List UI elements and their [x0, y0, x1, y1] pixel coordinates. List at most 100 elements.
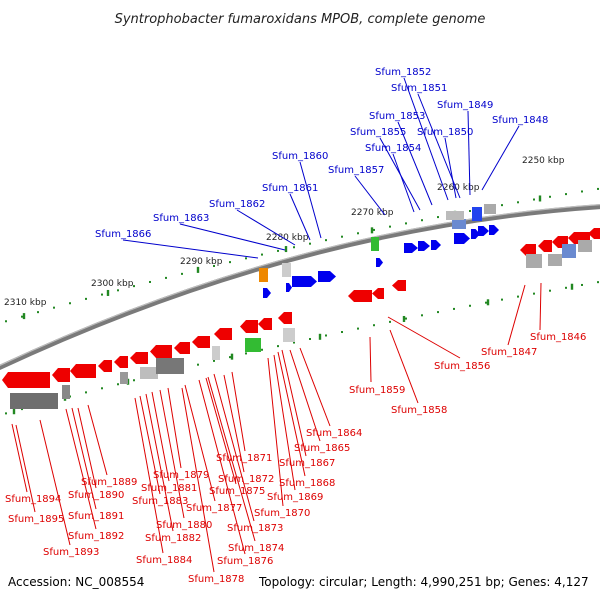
minus-gene-arrow[interactable]: [150, 345, 172, 358]
tick-label-2270: 2270 kbp: [351, 208, 394, 218]
gene-label-sfum-1856[interactable]: Sfum_1856: [434, 361, 490, 372]
minus-gene-arrow[interactable]: [114, 356, 128, 368]
gene-label-sfum-1869[interactable]: Sfum_1869: [267, 492, 323, 503]
minus-gene-arrow[interactable]: [348, 290, 372, 302]
gene-label-sfum-1867[interactable]: Sfum_1867: [279, 458, 335, 469]
gene-label-sfum-1872[interactable]: Sfum_1872: [218, 474, 274, 485]
tick-dot: [133, 285, 135, 288]
leader-line: [71, 407, 97, 510]
gene-label-sfum-1882[interactable]: Sfum_1882: [145, 533, 201, 544]
gene-label-sfum-1892[interactable]: Sfum_1892: [68, 531, 124, 542]
minus-gene-arrow[interactable]: [372, 288, 384, 299]
gene-label-sfum-1884[interactable]: Sfum_1884: [136, 555, 192, 566]
gene-label-sfum-1854[interactable]: Sfum_1854: [365, 143, 421, 154]
gene-label-sfum-1849[interactable]: Sfum_1849: [437, 100, 493, 111]
tick-dot: [229, 356, 231, 359]
gene-label-sfum-1858[interactable]: Sfum_1858: [391, 405, 447, 416]
minus-gene-box: [156, 358, 184, 374]
gene-label-sfum-1894[interactable]: Sfum_1894: [5, 494, 61, 505]
gene-label-sfum-1863[interactable]: Sfum_1863: [153, 213, 209, 224]
tick-dot: [437, 311, 439, 314]
minus-gene-arrow[interactable]: [538, 240, 552, 252]
gene-label-sfum-1862[interactable]: Sfum_1862: [209, 199, 265, 210]
tick-dot: [341, 331, 343, 334]
tick-dot: [405, 222, 407, 225]
plus-gene-arrow[interactable]: [376, 258, 383, 267]
minus-gene-arrow[interactable]: [214, 328, 232, 340]
gene-label-sfum-1865[interactable]: Sfum_1865: [294, 443, 350, 454]
gene-label-sfum-1883[interactable]: Sfum_1883: [132, 496, 188, 507]
gene-label-sfum-1850[interactable]: Sfum_1850: [417, 127, 473, 138]
gene-label-sfum-1879[interactable]: Sfum_1879: [153, 470, 209, 481]
tick-dot: [357, 232, 359, 235]
gene-label-sfum-1852[interactable]: Sfum_1852: [375, 67, 431, 78]
plus-gene-arrow[interactable]: [318, 271, 336, 282]
gene-label-sfum-1889[interactable]: Sfum_1889: [81, 477, 137, 488]
minus-gene-arrow[interactable]: [258, 318, 272, 330]
minus-gene-arrow[interactable]: [392, 280, 406, 291]
gene-label-sfum-1873[interactable]: Sfum_1873: [227, 523, 283, 534]
minus-gene-arrow[interactable]: [278, 312, 292, 324]
gene-label-sfum-1895[interactable]: Sfum_1895: [8, 514, 64, 525]
minus-gene-arrow[interactable]: [98, 360, 112, 372]
major-tick: [196, 266, 200, 273]
plus-gene-arrow[interactable]: [431, 240, 441, 250]
tick-dot: [565, 286, 567, 289]
tick-label-2250: 2250 kbp: [522, 156, 565, 166]
leader-line: [403, 77, 449, 201]
gene-label-sfum-1875[interactable]: Sfum_1875: [209, 486, 265, 497]
gene-label-sfum-1868[interactable]: Sfum_1868: [279, 478, 335, 489]
tick-dot: [245, 257, 247, 260]
gene-label-sfum-1893[interactable]: Sfum_1893: [43, 547, 99, 558]
minus-gene-arrow[interactable]: [52, 368, 70, 382]
plus-gene-arrow[interactable]: [263, 288, 271, 298]
gene-label-sfum-1891[interactable]: Sfum_1891: [68, 511, 124, 522]
minus-gene-box: [212, 346, 220, 360]
gene-label-sfum-1846[interactable]: Sfum_1846: [530, 332, 586, 343]
minus-gene-arrow[interactable]: [2, 372, 50, 388]
gene-label-sfum-1860[interactable]: Sfum_1860: [272, 151, 328, 162]
plus-gene-arrow[interactable]: [286, 283, 292, 292]
plus-gene-arrow[interactable]: [478, 226, 489, 236]
plus-gene-arrow[interactable]: [292, 276, 317, 287]
gene-label-sfum-1853[interactable]: Sfum_1853: [369, 111, 425, 122]
minus-gene-arrow[interactable]: [520, 244, 536, 256]
plus-gene-arrow[interactable]: [471, 229, 480, 239]
minus-gene-arrow[interactable]: [70, 364, 96, 378]
gene-label-sfum-1870[interactable]: Sfum_1870: [254, 508, 310, 519]
leader-line: [444, 137, 457, 199]
leader-line: [39, 419, 71, 546]
gene-label-sfum-1878[interactable]: Sfum_1878: [188, 574, 244, 585]
gene-label-sfum-1857[interactable]: Sfum_1857: [328, 165, 384, 176]
minus-gene-arrow[interactable]: [174, 342, 190, 354]
gene-label-sfum-1866[interactable]: Sfum_1866: [95, 229, 151, 240]
tick-label-2310: 2310 kbp: [4, 298, 47, 308]
leader-line: [213, 373, 255, 522]
plus-gene-arrow[interactable]: [489, 225, 499, 235]
leader-line: [77, 407, 97, 489]
gene-label-sfum-1876[interactable]: Sfum_1876: [217, 556, 273, 567]
gene-label-sfum-1877[interactable]: Sfum_1877: [186, 503, 242, 514]
gene-label-sfum-1874[interactable]: Sfum_1874: [228, 543, 284, 554]
gene-label-sfum-1847[interactable]: Sfum_1847: [481, 347, 537, 358]
gene-label-sfum-1848[interactable]: Sfum_1848: [492, 115, 548, 126]
gene-label-sfum-1855[interactable]: Sfum_1855: [350, 127, 406, 138]
plus-gene-arrow[interactable]: [454, 233, 470, 244]
gene-label-sfum-1871[interactable]: Sfum_1871: [216, 453, 272, 464]
gene-label-sfum-1864[interactable]: Sfum_1864: [306, 428, 362, 439]
minus-gene-arrow[interactable]: [130, 352, 148, 364]
gene-label-sfum-1880[interactable]: Sfum_1880: [156, 520, 212, 531]
minus-gene-arrow[interactable]: [240, 320, 258, 333]
gene-label-sfum-1881[interactable]: Sfum_1881: [141, 483, 197, 494]
gene-label-sfum-1859[interactable]: Sfum_1859: [349, 385, 405, 396]
leader-line: [198, 379, 246, 555]
gene-label-sfum-1890[interactable]: Sfum_1890: [68, 490, 124, 501]
gene-label-sfum-1861[interactable]: Sfum_1861: [262, 183, 318, 194]
plus-gene-arrow[interactable]: [418, 241, 430, 251]
minus-gene-arrow[interactable]: [588, 228, 600, 239]
plus-gene-arrow[interactable]: [404, 243, 418, 253]
tick-dot: [373, 324, 375, 327]
minus-gene-arrow[interactable]: [192, 336, 210, 348]
leader-line: [134, 397, 164, 554]
gene-label-sfum-1851[interactable]: Sfum_1851: [391, 83, 447, 94]
